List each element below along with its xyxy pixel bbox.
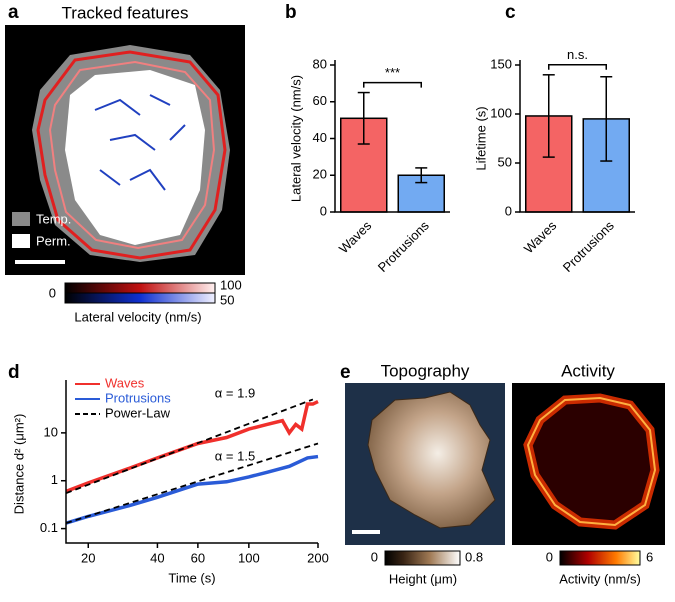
colorbar-tick: 0 [49, 285, 56, 300]
colorbar-label: Height (μm) [389, 571, 457, 586]
colorbar-label: Lateral velocity (nm/s) [74, 309, 201, 324]
panel-title: Tracked features [62, 3, 189, 22]
annotation: *** [385, 65, 400, 80]
annotation: α = 1.5 [215, 448, 255, 463]
y-tick-label: 1 [51, 472, 58, 487]
panel-label: b [285, 2, 297, 23]
activity-image [512, 383, 665, 545]
x-tick-label: 40 [150, 550, 164, 565]
x-tick-label: Protrusions [375, 218, 432, 275]
y-tick-label: 0.1 [40, 520, 58, 535]
y-tick-label: 20 [313, 167, 327, 182]
tracked-image [5, 25, 245, 275]
panel-label: d [8, 362, 20, 383]
y-axis-label: Lateral velocity (nm/s) [288, 75, 303, 202]
x-axis-label: Time (s) [168, 570, 215, 585]
panel-label: c [505, 2, 516, 23]
panel-label: a [8, 2, 19, 23]
legend-label: Power-Law [105, 405, 171, 420]
y-tick-label: 50 [498, 154, 512, 169]
colorbar-tick: 0 [371, 549, 378, 564]
significance-bracket [548, 64, 607, 70]
y-tick-label: 60 [313, 93, 327, 108]
legend-label: Perm. [36, 233, 71, 248]
x-tick-label: Waves [336, 218, 375, 257]
significance-bracket [363, 81, 422, 88]
colorbar-tick: 50 [220, 292, 234, 307]
panel-label: e [340, 362, 351, 383]
legend-label: Waves [105, 375, 145, 390]
x-tick-label: Waves [521, 218, 560, 257]
colorbar-tick: 0.8 [465, 549, 483, 564]
legend-label: Temp. [36, 211, 71, 226]
annotation: α = 1.9 [215, 385, 255, 400]
topography-image [345, 383, 505, 545]
y-tick-label: 0 [320, 203, 327, 218]
annotation: n.s. [567, 47, 588, 62]
panel-title: Activity [561, 361, 615, 380]
colorbar-tick: 0 [546, 549, 553, 564]
x-tick-label: 60 [191, 550, 205, 565]
series-line [65, 400, 319, 493]
axis-line [65, 380, 318, 544]
x-tick-label: 200 [307, 550, 329, 565]
colorbar-tick: 100 [220, 277, 242, 292]
colorbar [64, 282, 216, 294]
series-line [65, 454, 319, 525]
y-tick-label: 150 [490, 56, 512, 71]
x-tick-label: 100 [238, 550, 260, 565]
y-axis-label: Distance d² (μm²) [11, 414, 26, 515]
y-tick-label: 10 [44, 424, 58, 439]
colorbar [64, 292, 216, 304]
y-tick-label: 80 [313, 56, 327, 71]
legend-label: Protrusions [105, 390, 171, 405]
colorbar [559, 550, 641, 566]
y-axis-label: Lifetime (s) [473, 106, 488, 170]
y-tick-label: 40 [313, 130, 327, 145]
series-line [65, 442, 319, 524]
colorbar-tick: 6 [646, 549, 653, 564]
colorbar [384, 550, 461, 566]
x-tick-label: Protrusions [560, 218, 617, 275]
panel-title: Topography [381, 361, 470, 380]
y-tick-label: 0 [505, 203, 512, 218]
colorbar-label: Activity (nm/s) [559, 571, 641, 586]
y-tick-label: 100 [490, 105, 512, 120]
series-line [65, 398, 314, 494]
x-tick-label: 20 [81, 550, 95, 565]
